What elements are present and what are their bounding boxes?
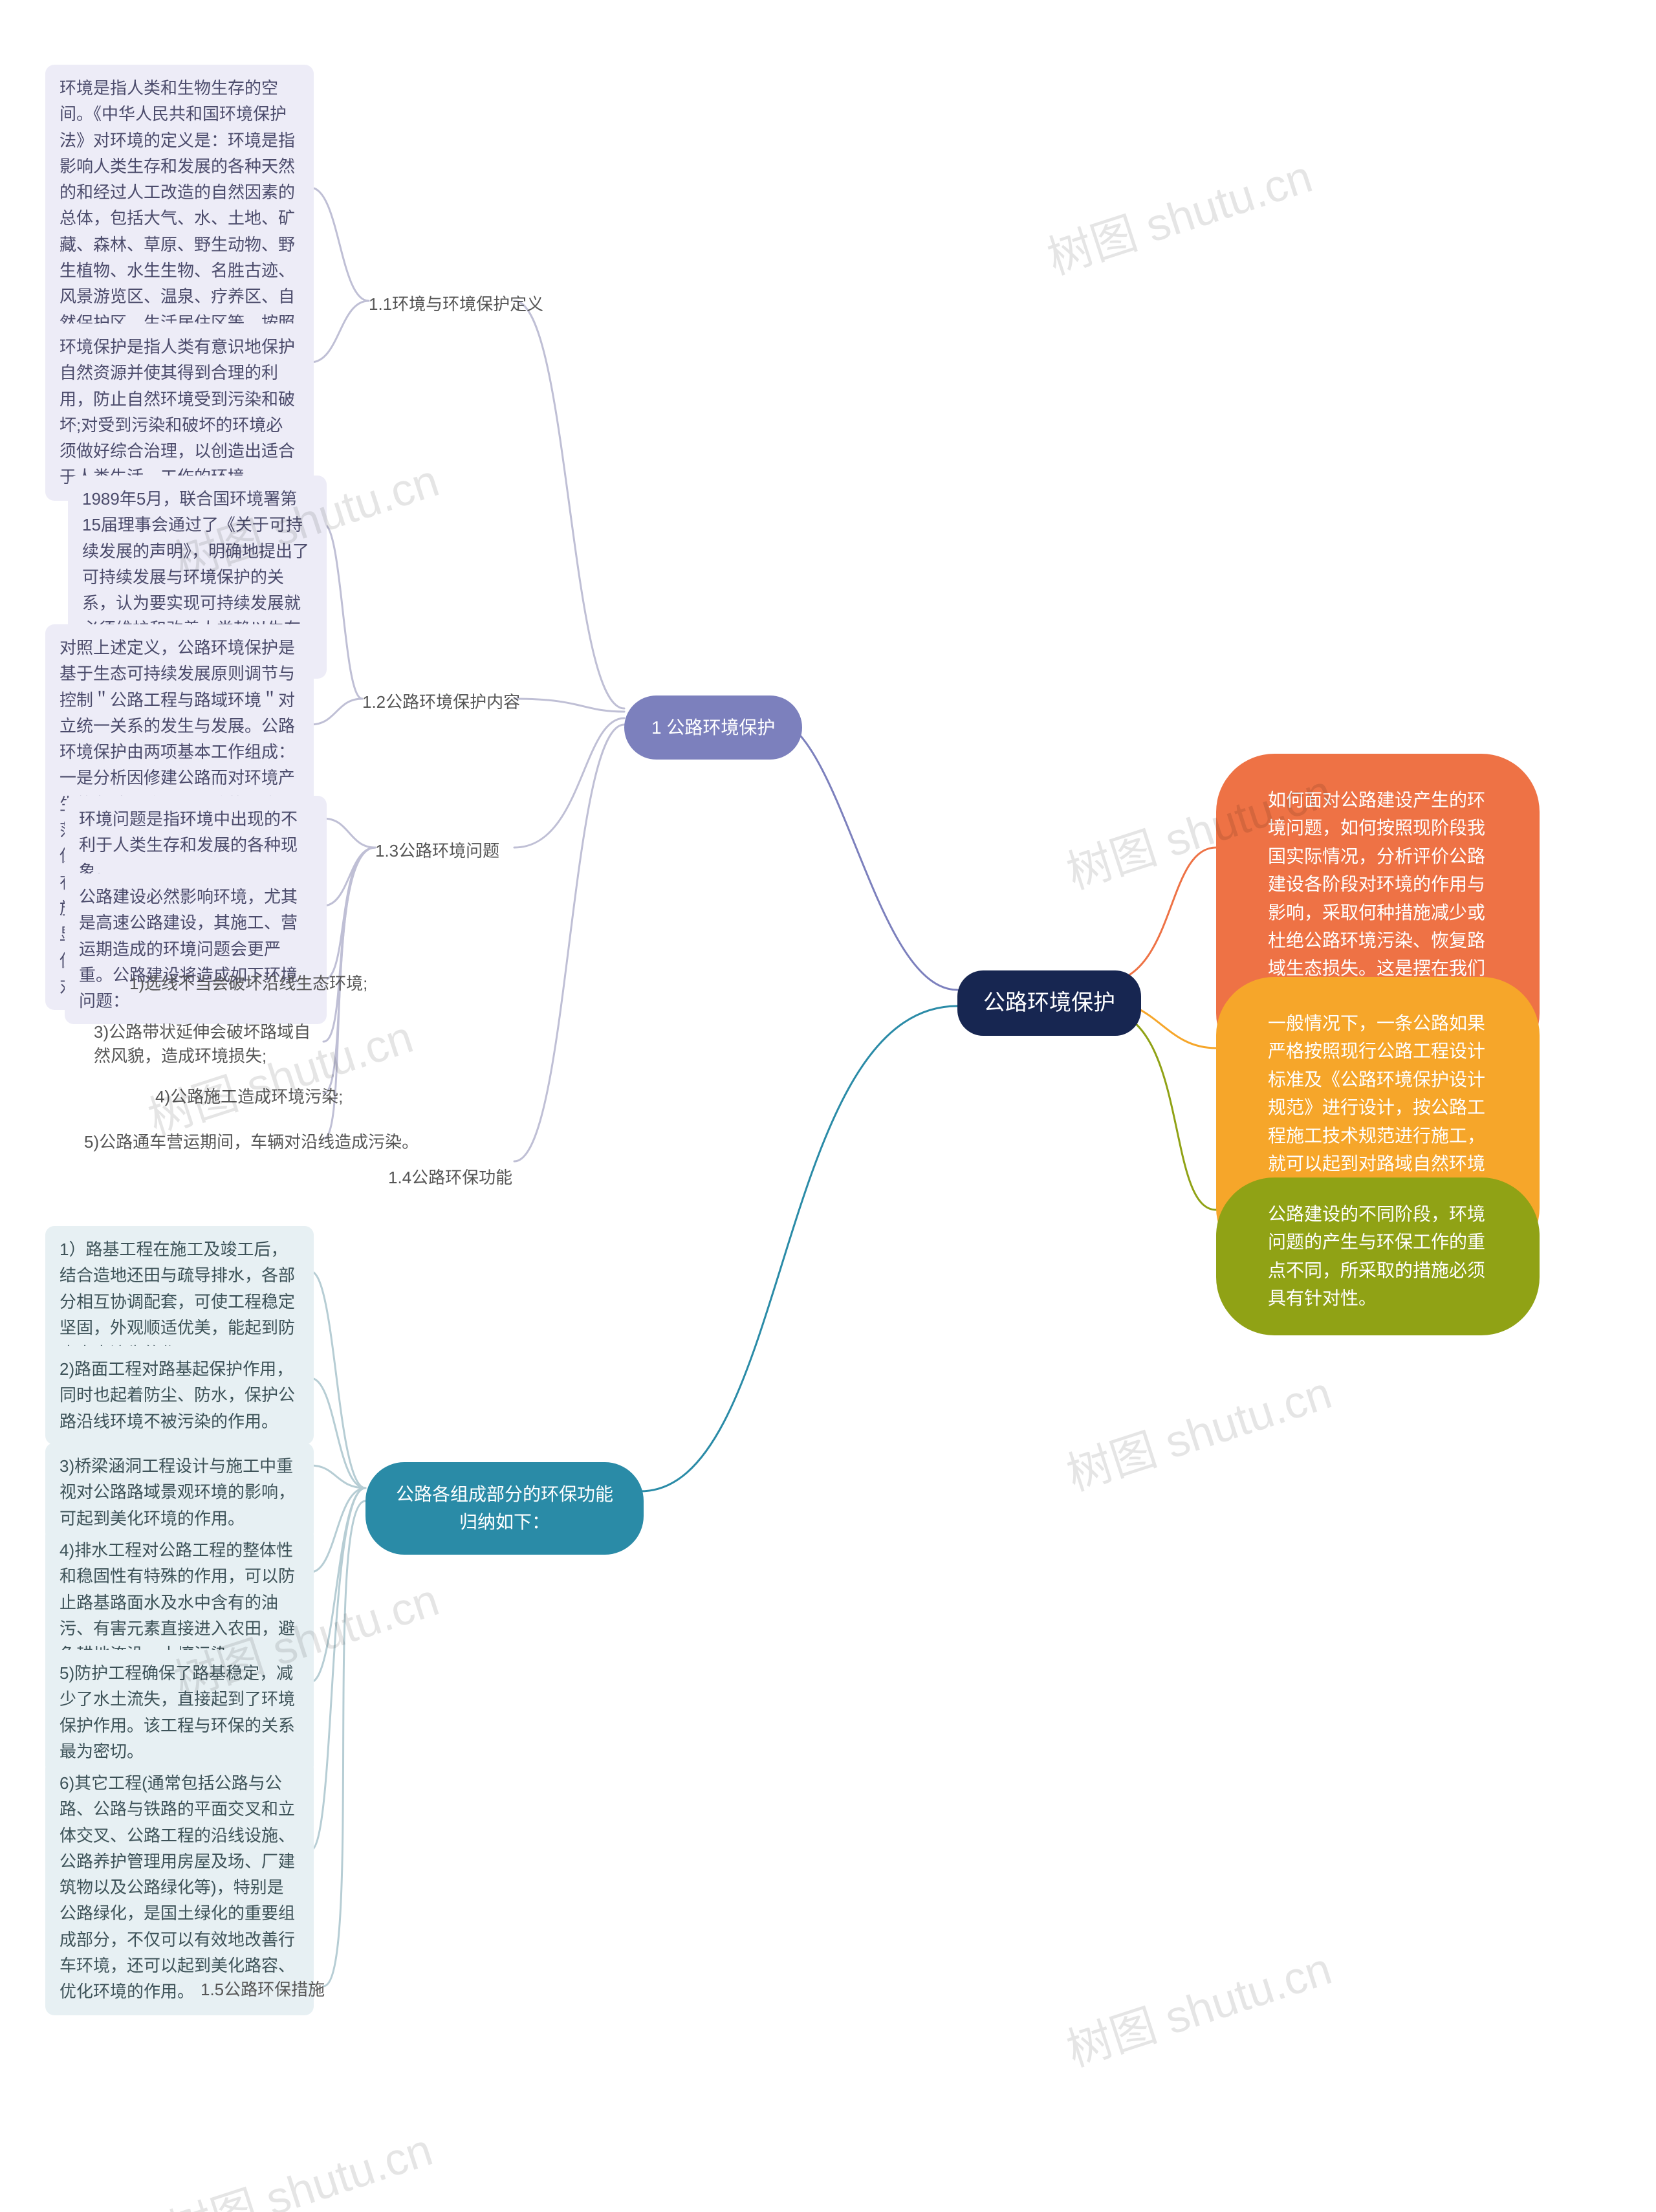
label-1-3: 1.3公路环境问题	[375, 838, 499, 862]
leaf-1-1-b: 环境保护是指人类有意识地保护自然资源并使其得到合理的利用，防止自然环境受到污染和…	[45, 323, 314, 501]
leaf-1-3-sub5: 5)公路通车营运期间，车辆对沿线造成污染。	[84, 1129, 419, 1153]
leaf-2-5: 5)防护工程确保了路基稳定，减少了水土流失，直接起到了环境保护作用。该工程与环保…	[45, 1650, 314, 1775]
watermark: 树图 shutu.cn	[1058, 1933, 1339, 2079]
leaf-1-3-sub3: 3)公路带状延伸会破坏路域自然风貌，造成环境损失;	[94, 1019, 327, 1067]
leaf-2-2: 2)路面工程对路基起保护作用，同时也起着防尘、防水，保护公路沿线环境不被污染的作…	[45, 1346, 314, 1445]
watermark: 树图 shutu.cn	[158, 2114, 440, 2212]
right-3: 公路建设的不同阶段，环境问题的产生与环保工作的重点不同，所采取的措施必须具有针对…	[1216, 1177, 1540, 1335]
leaf-1-3-sub4: 4)公路施工造成环境污染;	[155, 1084, 343, 1108]
branch1-title: 1 公路环境保护	[624, 695, 802, 760]
label-1-1: 1.1环境与环境保护定义	[369, 291, 543, 315]
label-1-4: 1.4公路环保功能	[388, 1165, 512, 1188]
label-1-2: 1.2公路环境保护内容	[362, 689, 520, 713]
root-label: 公路环境保护	[983, 991, 1115, 1015]
leaf-1-3-sub1: 1)选线不当会破坏沿线生态环境;	[129, 970, 367, 994]
branch2-title: 公路各组成部分的环保功能归纳如下：	[365, 1462, 644, 1555]
watermark: 树图 shutu.cn	[1058, 1357, 1339, 1504]
label-1-5: 1.5公路环保措施	[201, 1977, 325, 2000]
root-node: 公路环境保护	[957, 970, 1141, 1036]
watermark: 树图 shutu.cn	[1038, 140, 1320, 287]
leaf-1-3-b: 公路建设必然影响环境，尤其是高速公路建设，其施工、营运期造成的环境问题会更严重。…	[65, 873, 327, 1024]
